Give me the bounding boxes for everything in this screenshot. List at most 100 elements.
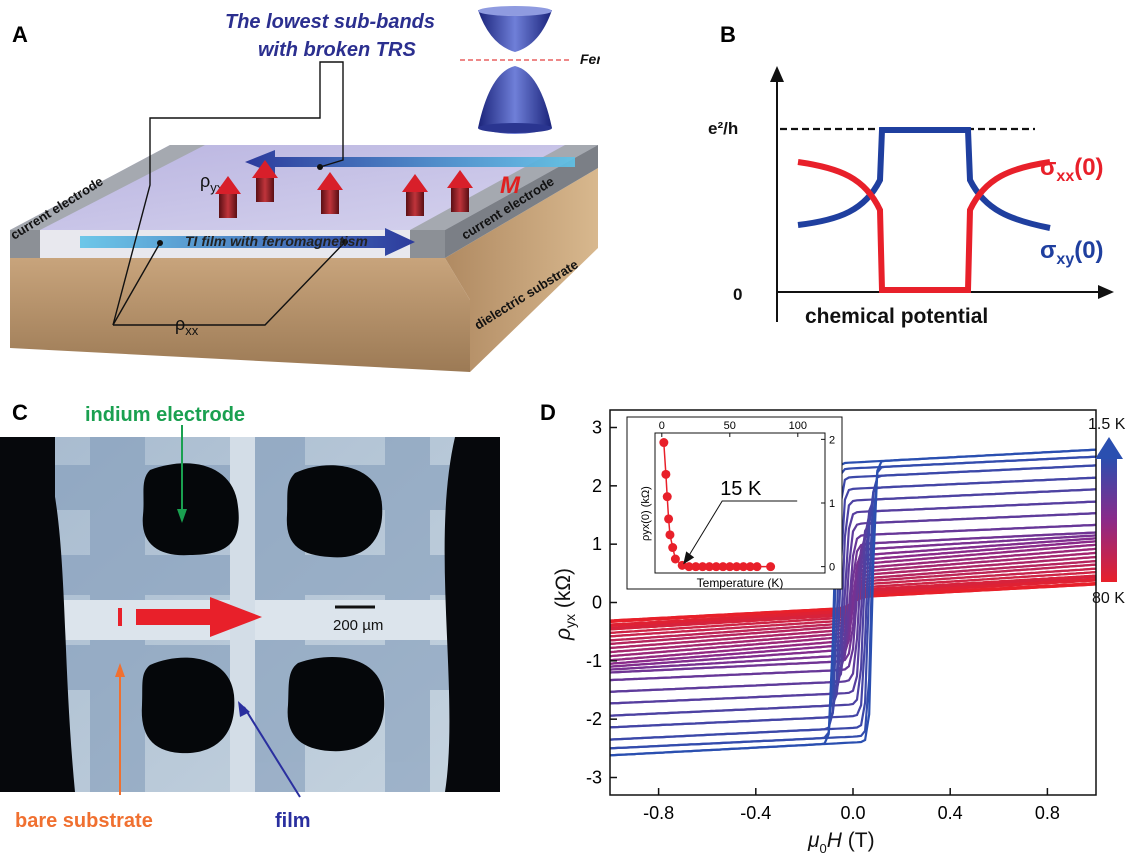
contact-dot-3	[317, 164, 323, 170]
film-label: TI film with ferromagnetism	[185, 233, 368, 249]
inset-point	[698, 562, 708, 572]
hysteresis-loops	[610, 448, 1096, 757]
indium-pad-top-left	[142, 463, 239, 556]
rho-xx-wire-2	[112, 242, 161, 326]
inset-annotation-arrowhead	[683, 551, 695, 565]
panel-c-micrograph: indium electrode 200 µm bare substrate f…	[0, 404, 500, 832]
contact-dot-1	[157, 240, 163, 246]
loop-T2-down	[610, 455, 1096, 750]
left-electrode-top	[10, 145, 205, 230]
red-tick-mark	[118, 608, 122, 626]
d-y-tick-label: 2	[592, 476, 602, 496]
inset-point	[670, 554, 680, 564]
fermi-level-label: Fermi level	[580, 51, 600, 67]
sigma-xy-label: σxy(0)	[1040, 237, 1104, 268]
inset-annotation-line	[683, 500, 798, 564]
d-y-tick-label: 0	[592, 593, 602, 613]
indium-pad-bottom-left	[141, 657, 235, 754]
inset-y-tick-label: 0	[829, 562, 835, 574]
inset-chart: 0 50 100 0 1 2 Temperature (K) ρyx(0) (kΩ) 15 K	[640, 420, 835, 590]
edge-left-dark	[0, 437, 75, 792]
inset-point	[766, 562, 776, 572]
right-electrode-front	[410, 230, 445, 258]
temperature-colorbar	[1101, 457, 1117, 582]
d-y-tick-label: 1	[592, 534, 602, 554]
film-pointer-label: film	[275, 810, 311, 832]
indium-pointer-head	[177, 509, 187, 523]
panel-d-letter: D	[540, 400, 556, 425]
b-x-axis-arrow	[1098, 285, 1114, 299]
colorbar-bottom-label: 80 K	[1092, 590, 1125, 607]
panel-a-figure: current electrode current electrode diel…	[8, 6, 600, 372]
d-x-tick-label: 0.8	[1035, 803, 1060, 823]
film-pointer-head	[238, 701, 250, 717]
sigma-xy-curve	[797, 127, 1051, 231]
bare-substrate-label: bare substrate	[15, 810, 153, 832]
inset-point	[665, 530, 675, 540]
loop-T15-down	[610, 534, 1096, 671]
upper-band-cone	[478, 10, 552, 52]
b-y-axis-arrow	[770, 66, 784, 82]
panel-a-title-line2: with broken TRS	[258, 39, 416, 61]
inset-point	[668, 543, 678, 553]
b-y-zero-label: 0	[733, 285, 742, 304]
loop-T6-down	[610, 500, 1096, 705]
panel-a-letter: A	[12, 22, 28, 47]
b-x-label: chemical potential	[805, 305, 988, 328]
left-electrode-front	[10, 230, 40, 258]
loop-T8-down	[610, 512, 1096, 693]
inset-point	[725, 562, 735, 572]
inset-point	[661, 469, 671, 479]
magnetization-label: M	[500, 172, 521, 199]
panel-c-letter: C	[12, 400, 28, 425]
scale-label: 200 µm	[333, 617, 383, 634]
right-electrode-side	[445, 145, 598, 258]
loop-T10-down	[610, 523, 1096, 682]
spin-arrows	[215, 160, 473, 218]
inset-x-tick-label: 100	[789, 420, 807, 432]
substrate-side	[445, 168, 598, 372]
magnetization-arrow	[245, 150, 575, 174]
lower-band-rim	[478, 123, 552, 133]
inset-point	[718, 562, 728, 572]
panel-a-title-line1: The lowest sub-bands	[225, 11, 435, 33]
contact-dot-2	[342, 239, 348, 245]
inset-point	[738, 562, 748, 572]
d-ticks: -0.8 -0.4 0.0 0.4 0.8 -3 -2 -1 0 1 2 3	[586, 418, 1060, 824]
d-y-tick-label: -3	[586, 768, 602, 788]
lower-band-cone	[478, 66, 552, 134]
loop-T1.5-down	[610, 448, 1096, 757]
loop-T3-down	[610, 464, 1096, 741]
bare-channel-horizontal	[55, 600, 465, 640]
d-x-tick-label: -0.4	[740, 803, 771, 823]
inset-point	[732, 562, 742, 572]
sigma-xx-label: σxx(0)	[1040, 154, 1104, 185]
loop-T4-down	[610, 476, 1096, 729]
inset-x-label: Temperature (K)	[697, 576, 784, 590]
inset-y-tick-label: 2	[829, 434, 835, 446]
inset-point	[659, 438, 669, 448]
loop-T12-down	[610, 531, 1096, 674]
inset-point	[752, 562, 762, 572]
d-y-tick-label: -1	[586, 651, 602, 671]
inset-point	[711, 562, 721, 572]
d-x-tick-label: -0.8	[643, 803, 674, 823]
sigma-xx-curve	[797, 159, 1051, 293]
inset-point	[704, 562, 714, 572]
colorbar-arrowhead	[1095, 437, 1123, 459]
inset-y-label: ρyx(0) (kΩ)	[640, 486, 652, 541]
indium-pad-top-right	[286, 465, 383, 558]
d-y-label: ρyx (kΩ)	[552, 568, 578, 641]
d-x-tick-label: 0.4	[938, 803, 963, 823]
b-y-top-label: e²/h	[708, 119, 738, 138]
inset-y-tick-label: 1	[829, 498, 835, 510]
inset-point	[684, 562, 694, 572]
inset-x-tick-label: 0	[659, 420, 665, 432]
d-y-tick-label: 3	[592, 418, 602, 438]
rho-xx-label: ρxx	[175, 314, 199, 338]
d-x-tick-label: 0.0	[840, 803, 865, 823]
substrate-front	[10, 258, 470, 372]
inset-point	[662, 492, 672, 502]
rho-yx-wire	[112, 61, 344, 326]
colorbar-top-label: 1.5 K	[1088, 416, 1126, 433]
